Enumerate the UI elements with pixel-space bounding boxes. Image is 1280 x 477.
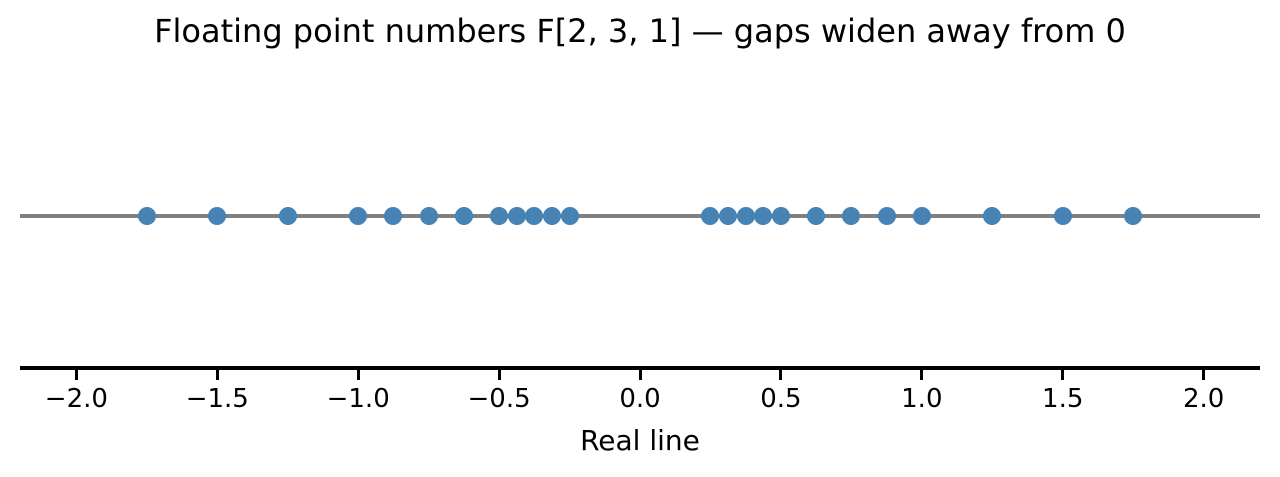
x-axis-tick-label: 2.0 [1182, 384, 1225, 414]
data-point [983, 206, 1002, 225]
data-point [137, 206, 156, 225]
data-point [507, 206, 526, 225]
data-point [454, 206, 473, 225]
data-point [349, 206, 368, 225]
x-axis-tick-label: −2.0 [44, 384, 108, 414]
data-point [419, 206, 438, 225]
x-axis-tick [920, 369, 924, 380]
data-point [754, 206, 773, 225]
x-axis-tick [638, 369, 642, 380]
x-axis-tick [215, 369, 219, 380]
number-line [20, 214, 1260, 218]
data-point [877, 206, 896, 225]
x-axis-tick-label: 1.5 [1042, 384, 1084, 414]
x-axis-label: Real line [580, 424, 700, 457]
data-point [842, 206, 861, 225]
x-axis-tick-label: 0.5 [760, 384, 802, 414]
data-point [490, 206, 509, 225]
x-axis-tick [779, 369, 783, 380]
x-axis-tick [497, 369, 501, 380]
chart-title: Floating point numbers F[2, 3, 1] — gaps… [154, 12, 1126, 50]
data-point [1124, 206, 1143, 225]
data-point [208, 206, 227, 225]
data-point [384, 206, 403, 225]
data-point [542, 206, 561, 225]
data-point [701, 206, 720, 225]
x-axis-tick-label: −0.5 [467, 384, 531, 414]
data-point [912, 206, 931, 225]
x-axis-tick [74, 369, 78, 380]
data-point [1053, 206, 1072, 225]
x-axis-tick-label: −1.5 [185, 384, 249, 414]
data-point [525, 206, 544, 225]
data-point [719, 206, 738, 225]
data-point [807, 206, 826, 225]
x-axis-spine [20, 366, 1260, 370]
x-axis-tick [356, 369, 360, 380]
data-point [736, 206, 755, 225]
data-point [278, 206, 297, 225]
x-axis-tick [1061, 369, 1065, 380]
x-axis-tick-label: 1.0 [901, 384, 943, 414]
data-point [771, 206, 790, 225]
x-axis-tick [1202, 369, 1206, 380]
x-axis-tick-label: −1.0 [326, 384, 390, 414]
x-axis-tick-label: 0.0 [619, 384, 661, 414]
data-point [560, 206, 579, 225]
